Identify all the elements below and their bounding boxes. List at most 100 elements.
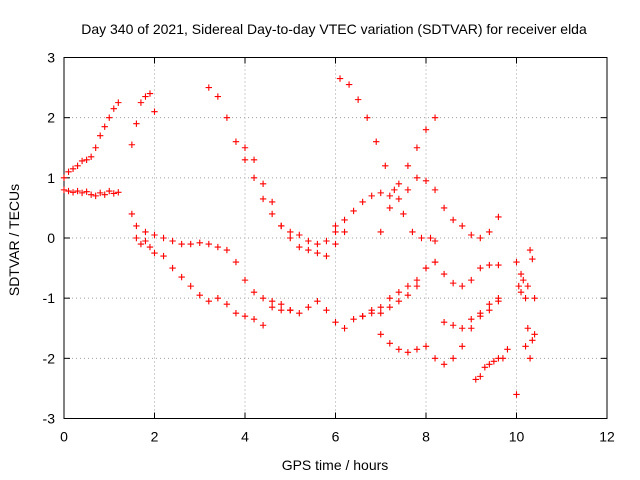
- data-point: [151, 249, 158, 257]
- data-point: [413, 174, 421, 182]
- data-point: [60, 186, 68, 194]
- data-point: [440, 361, 448, 368]
- data-point: [223, 300, 231, 308]
- data-point: [386, 204, 393, 212]
- data-point: [477, 373, 484, 380]
- data-point: [515, 282, 522, 290]
- data-point: [323, 237, 330, 245]
- data-point: [214, 243, 222, 251]
- data-point: [490, 358, 498, 365]
- data-point: [404, 186, 412, 194]
- data-point: [314, 240, 321, 248]
- data-point: [513, 258, 520, 266]
- data-point: [268, 210, 276, 218]
- data-point: [146, 90, 154, 97]
- data-point: [160, 252, 167, 260]
- data-point: [250, 174, 258, 182]
- data-point: [196, 291, 203, 299]
- data-point: [377, 310, 384, 317]
- data-point: [196, 239, 203, 247]
- data-point: [404, 349, 412, 356]
- data-point: [287, 307, 294, 314]
- data-point: [169, 237, 176, 245]
- data-point: [477, 264, 484, 272]
- data-point: [395, 180, 403, 188]
- data-point: [87, 153, 95, 160]
- data-point: [468, 231, 475, 239]
- data-point: [395, 195, 403, 203]
- data-point: [106, 187, 113, 195]
- data-point: [517, 288, 525, 296]
- data-point: [495, 294, 502, 302]
- data-point: [101, 123, 108, 130]
- data-point: [504, 346, 511, 353]
- data-point: [431, 237, 439, 245]
- data-point: [69, 165, 77, 173]
- data-point: [395, 346, 403, 353]
- data-point: [400, 210, 407, 218]
- data-point: [427, 234, 434, 242]
- data-point: [413, 282, 421, 290]
- y-tick-label: 0: [47, 230, 55, 246]
- data-point: [472, 376, 479, 383]
- data-point: [531, 331, 538, 338]
- data-point: [459, 343, 466, 350]
- data-point: [495, 261, 502, 269]
- data-point: [440, 270, 448, 278]
- data-point: [259, 195, 267, 203]
- data-point: [74, 162, 81, 169]
- data-point: [60, 174, 68, 182]
- data-point: [386, 303, 393, 311]
- data-point: [409, 228, 416, 236]
- data-point: [305, 303, 312, 311]
- data-point: [97, 189, 104, 197]
- data-point: [377, 303, 384, 311]
- x-tick-label: 2: [151, 429, 159, 445]
- data-point: [278, 222, 285, 230]
- data-point: [413, 346, 421, 353]
- data-point: [314, 249, 321, 257]
- plot-frame: [63, 57, 608, 419]
- data-point: [459, 222, 466, 230]
- data-point: [151, 231, 158, 239]
- y-tick-label: -2: [43, 350, 56, 366]
- data-point: [486, 361, 493, 368]
- data-point: [377, 331, 384, 338]
- data-point: [336, 75, 344, 82]
- data-point: [146, 243, 154, 251]
- data-point: [377, 228, 384, 236]
- data-point: [332, 222, 339, 230]
- data-point: [468, 325, 475, 332]
- x-tick-label: 8: [422, 429, 430, 445]
- data-point: [268, 198, 276, 206]
- x-tick-labels: 0 2 4 6 8 10 12: [60, 429, 615, 445]
- data-point: [232, 258, 240, 266]
- data-point: [92, 192, 99, 200]
- data-point: [350, 316, 357, 323]
- data-point: [522, 294, 529, 302]
- y-tick-label: -1: [43, 290, 56, 306]
- data-point: [78, 189, 86, 197]
- data-point: [368, 192, 375, 200]
- data-point: [169, 264, 176, 272]
- data-point: [440, 204, 448, 212]
- data-point: [517, 270, 525, 278]
- data-point: [363, 114, 371, 121]
- data-point: [205, 297, 212, 305]
- data-point: [529, 255, 536, 263]
- data-point: [78, 157, 86, 165]
- y-tick-label: 2: [47, 110, 55, 126]
- data-point: [341, 325, 348, 332]
- data-point: [468, 276, 475, 284]
- data-point: [268, 303, 276, 311]
- data-point: [373, 138, 380, 145]
- data-point: [205, 84, 212, 91]
- data-point: [241, 144, 249, 151]
- data-point: [332, 228, 339, 236]
- data-point: [486, 261, 493, 269]
- data-point: [431, 258, 439, 266]
- data-point: [332, 319, 339, 326]
- data-point: [110, 105, 117, 112]
- data-point: [359, 198, 366, 206]
- data-point: [296, 310, 303, 317]
